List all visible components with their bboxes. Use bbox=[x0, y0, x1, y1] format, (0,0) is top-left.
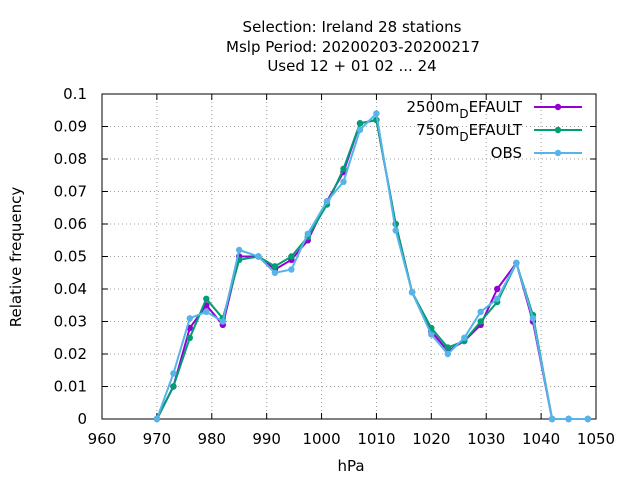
legend-label-tail: EFAULT bbox=[469, 98, 523, 116]
y-tick-label: 0.1 bbox=[63, 85, 87, 103]
data-point bbox=[373, 110, 380, 117]
x-tick-label: 1000 bbox=[302, 430, 340, 448]
legend-label-sub: D bbox=[459, 107, 468, 121]
y-tick-label: 0.06 bbox=[54, 215, 87, 233]
legend-label-main: OBS bbox=[491, 144, 522, 162]
legend-item: 2500mDEFAULT bbox=[407, 98, 582, 121]
data-point bbox=[428, 331, 435, 338]
y-tick-label: 0.08 bbox=[54, 150, 87, 168]
y-tick-labels: 0 0.01 0.02 0.03 0.04 0.05 0.06 0.07 0.08 0.09 0.1 bbox=[54, 85, 87, 428]
x-tick-label: 970 bbox=[143, 430, 172, 448]
legend-label: 2500mDEFAULT bbox=[407, 98, 523, 121]
data-point bbox=[584, 415, 591, 423]
title-line-3: Used 12 + 01 02 ... 24 bbox=[267, 57, 436, 75]
legend-label-tail: EFAULT bbox=[469, 121, 523, 139]
legend-label-sub: D bbox=[459, 130, 468, 144]
data-point bbox=[271, 263, 279, 270]
x-tick-label: 960 bbox=[88, 430, 117, 448]
data-point bbox=[461, 334, 468, 341]
data-point bbox=[323, 198, 331, 205]
legend-label: 750mDEFAULT bbox=[416, 121, 523, 144]
legend-marker bbox=[554, 149, 562, 157]
data-point bbox=[548, 415, 556, 423]
data-point bbox=[271, 269, 279, 276]
plot-frame bbox=[101, 93, 597, 420]
series-2 bbox=[153, 116, 591, 423]
legend-item: 750mDEFAULT bbox=[416, 121, 582, 144]
data-point bbox=[477, 308, 484, 315]
y-tick-label: 0.02 bbox=[54, 345, 87, 363]
series-line bbox=[156, 119, 588, 420]
series-line bbox=[156, 119, 588, 420]
data-point bbox=[513, 259, 520, 267]
data-point bbox=[236, 246, 243, 254]
data-point bbox=[304, 230, 311, 237]
legend-label-main: 750m bbox=[416, 121, 459, 139]
data-point bbox=[203, 295, 210, 302]
series-1 bbox=[153, 116, 591, 423]
x-tick-labels: 960 970 980 990 1000 1010 1020 1030 1040 1050 bbox=[88, 430, 615, 448]
series-3 bbox=[153, 110, 591, 423]
x-tick-label: 1040 bbox=[522, 430, 560, 448]
series-layer bbox=[153, 110, 591, 423]
data-point bbox=[565, 415, 572, 423]
y-tick-label: 0.09 bbox=[54, 118, 87, 136]
data-point bbox=[494, 295, 501, 302]
x-tick-label: 990 bbox=[252, 430, 281, 448]
x-tick-label: 1050 bbox=[577, 430, 615, 448]
data-point bbox=[340, 165, 347, 172]
data-point bbox=[477, 318, 484, 325]
x-tick-label: 1020 bbox=[412, 430, 450, 448]
data-point bbox=[186, 315, 193, 322]
data-point bbox=[219, 318, 226, 325]
legend-label-main: 2500m bbox=[407, 98, 460, 116]
data-point bbox=[408, 289, 416, 296]
data-point bbox=[170, 383, 177, 390]
data-point bbox=[529, 315, 537, 322]
x-tick-label: 1030 bbox=[467, 430, 505, 448]
legend-marker bbox=[554, 126, 562, 134]
data-point bbox=[392, 227, 399, 234]
y-tick-label: 0.07 bbox=[54, 183, 87, 201]
x-tick-label: 980 bbox=[197, 430, 226, 448]
data-point bbox=[444, 350, 451, 358]
grid bbox=[102, 94, 596, 419]
y-tick-label: 0.01 bbox=[54, 378, 87, 396]
legend-label: OBS bbox=[491, 144, 522, 162]
y-tick-label: 0 bbox=[77, 410, 87, 428]
data-point bbox=[186, 334, 193, 341]
x-axis-label: hPa bbox=[337, 457, 364, 475]
data-point bbox=[153, 415, 161, 423]
data-point bbox=[288, 266, 295, 273]
data-point bbox=[444, 344, 451, 351]
data-point bbox=[255, 253, 262, 260]
axis-ticks bbox=[101, 93, 597, 420]
data-point bbox=[203, 308, 210, 315]
title-line-1: Selection: Ireland 28 stations bbox=[243, 18, 462, 36]
y-tick-label: 0.05 bbox=[54, 248, 87, 266]
data-point bbox=[170, 370, 177, 377]
legend-item: OBS bbox=[491, 144, 582, 162]
series-line bbox=[155, 112, 588, 420]
y-tick-label: 0.03 bbox=[54, 313, 87, 331]
data-point bbox=[356, 126, 364, 133]
data-point bbox=[340, 178, 347, 185]
data-point bbox=[356, 120, 364, 127]
title-line-2: Mslp Period: 20200203-20200217 bbox=[226, 38, 480, 56]
chart-title: Selection: Ireland 28 stations Mslp Peri… bbox=[226, 18, 480, 75]
data-point bbox=[288, 253, 295, 260]
y-tick-label: 0.04 bbox=[54, 280, 87, 298]
data-point bbox=[494, 285, 501, 293]
y-axis-label: Relative frequency bbox=[7, 187, 25, 328]
legend-marker bbox=[554, 103, 562, 111]
x-tick-label: 1010 bbox=[357, 430, 395, 448]
